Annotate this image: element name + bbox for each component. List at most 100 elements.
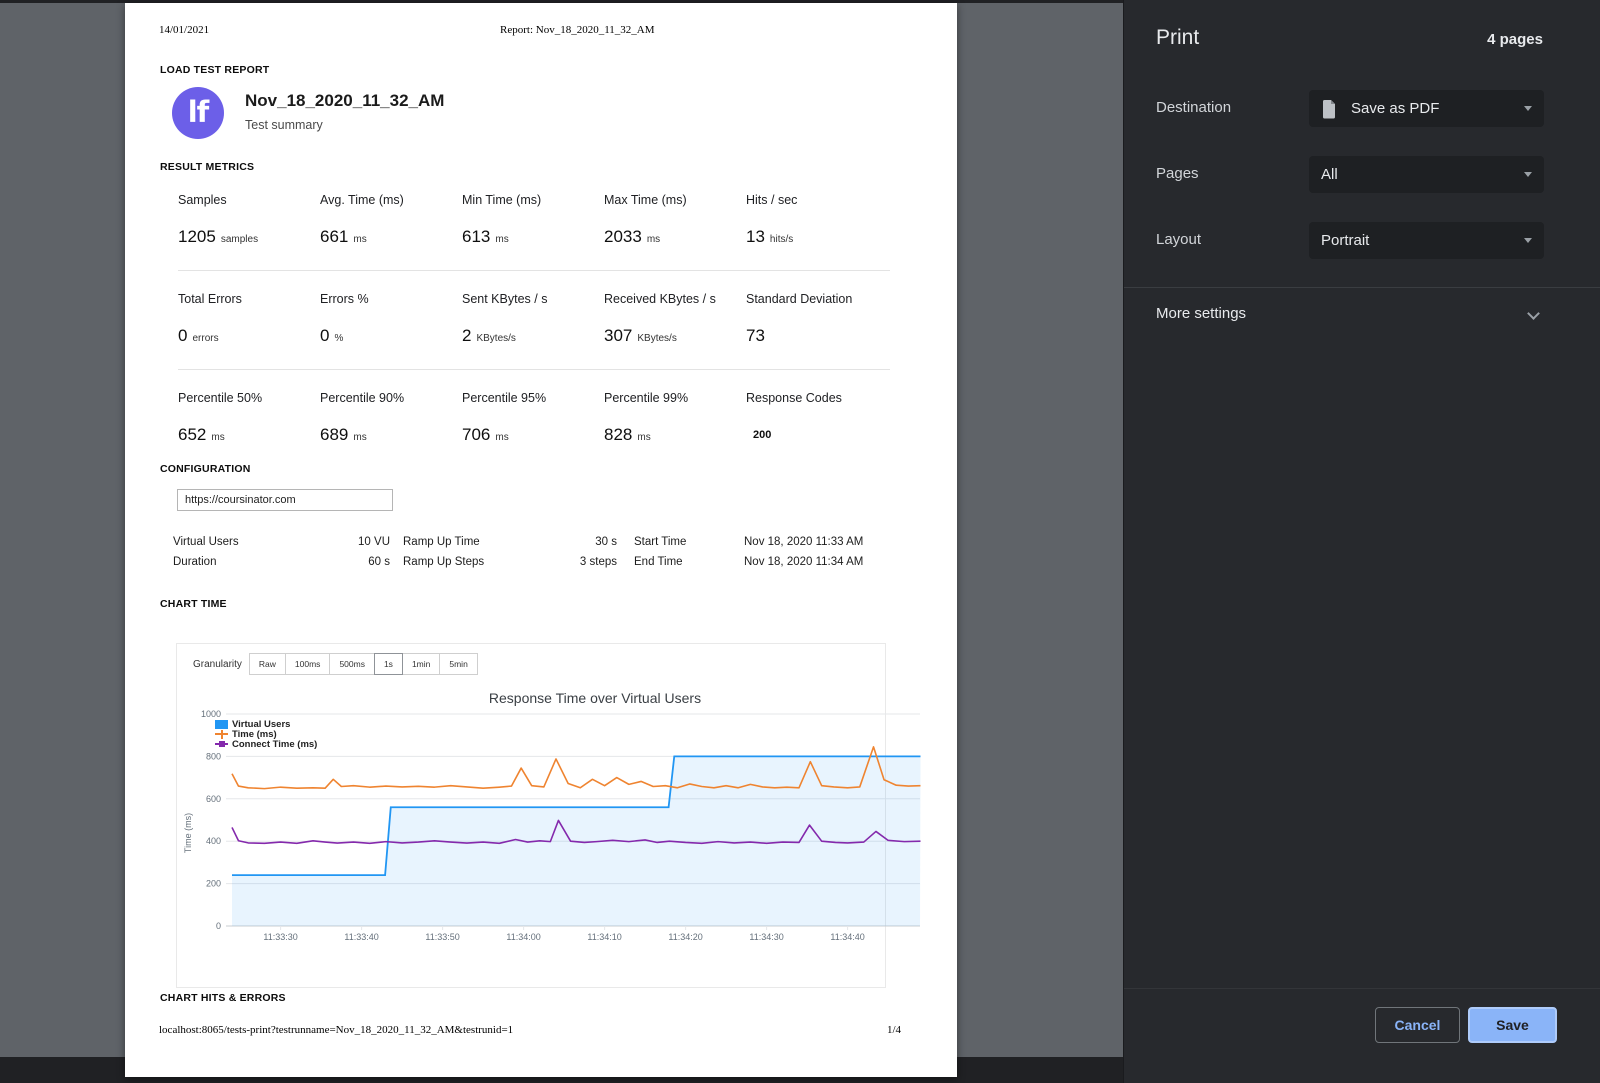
cancel-button[interactable]: Cancel xyxy=(1375,1007,1460,1043)
config-value: Nov 18, 2020 11:33 AM xyxy=(735,536,868,548)
metric-cell: Hits / sec13hits/s xyxy=(746,193,888,247)
legend-item-time: Time (ms) xyxy=(215,729,317,739)
destination-label: Destination xyxy=(1156,99,1231,116)
metric-label: Sent KBytes / s xyxy=(462,292,604,306)
svg-text:11:34:20: 11:34:20 xyxy=(668,932,702,942)
metric-label: Percentile 99% xyxy=(604,391,746,405)
granularity-100ms-button[interactable]: 100ms xyxy=(285,653,331,675)
dropdown-caret-icon xyxy=(1524,238,1532,243)
config-label: Virtual Users xyxy=(173,536,273,548)
svg-text:400: 400 xyxy=(206,836,221,846)
metric-cell: Sent KBytes / s2KBytes/s xyxy=(462,292,604,346)
metric-value: 2033 xyxy=(604,227,642,246)
report-title: Nov_18_2020_11_32_AM xyxy=(245,91,444,111)
svg-text:11:34:10: 11:34:10 xyxy=(587,932,621,942)
layout-select[interactable]: Portrait xyxy=(1309,222,1544,259)
metric-value: 613 xyxy=(462,227,490,246)
pdf-document-icon xyxy=(1321,99,1337,119)
dialog-footer: Cancel Save xyxy=(1124,988,1600,1083)
metric-value: 0 xyxy=(178,326,187,345)
metrics-row: Samples1205samplesAvg. Time (ms)661msMin… xyxy=(178,189,890,270)
granularity-button-group: Raw100ms500ms1s1min5min xyxy=(250,653,478,675)
metric-cell: Percentile 99% 828 ms xyxy=(604,391,746,445)
svg-text:1000: 1000 xyxy=(201,709,221,719)
granularity-raw-button[interactable]: Raw xyxy=(249,653,286,675)
metric-cell: Received KBytes / s307KBytes/s xyxy=(604,292,746,346)
svg-text:Time (ms): Time (ms) xyxy=(183,813,193,853)
metric-value: 307 xyxy=(604,326,632,345)
metric-label: Percentile 50% xyxy=(178,391,320,405)
svg-text:11:34:30: 11:34:30 xyxy=(749,932,783,942)
orange-cross-marker-icon xyxy=(215,730,228,739)
metric-value: 0 xyxy=(320,326,329,345)
metric-value: 689 xyxy=(320,425,348,444)
metric-label: Errors % xyxy=(320,292,462,306)
print-header-date: 14/01/2021 xyxy=(159,24,209,36)
metric-label: Response Codes xyxy=(746,391,888,405)
granularity-1s-button[interactable]: 1s xyxy=(374,653,403,675)
chart-hits-errors-heading: CHART HITS & ERRORS xyxy=(160,992,286,1004)
metric-unit: ms xyxy=(495,234,508,245)
purple-square-marker-icon xyxy=(215,740,228,749)
page-count: 4 pages xyxy=(1487,31,1543,48)
print-header-title: Report: Nov_18_2020_11_32_AM xyxy=(500,24,655,36)
print-preview-screen: 14/01/2021 Report: Nov_18_2020_11_32_AM … xyxy=(0,0,1600,1083)
config-value: 30 s xyxy=(513,536,617,548)
legend-item-virtual-users: Virtual Users xyxy=(215,719,317,729)
granularity-500ms-button[interactable]: 500ms xyxy=(329,653,375,675)
metric-label: Hits / sec xyxy=(746,193,888,207)
configuration-heading: CONFIGURATION xyxy=(160,463,250,475)
destination-value: Save as PDF xyxy=(1351,100,1524,117)
print-dialog: Print 4 pages Destination Save as PDF Pa… xyxy=(1123,0,1600,1083)
svg-text:11:33:30: 11:33:30 xyxy=(263,932,297,942)
svg-text:11:34:00: 11:34:00 xyxy=(506,932,540,942)
svg-text:11:33:50: 11:33:50 xyxy=(425,932,459,942)
svg-text:800: 800 xyxy=(206,751,221,761)
metric-unit: KBytes/s xyxy=(476,333,515,344)
svg-text:11:34:40: 11:34:40 xyxy=(830,932,864,942)
metric-cell: Min Time (ms) 613 ms xyxy=(462,193,604,247)
config-label: Ramp Up Steps xyxy=(390,556,513,568)
print-dialog-title: Print xyxy=(1156,26,1199,50)
metric-label: Percentile 90% xyxy=(320,391,462,405)
pages-value: All xyxy=(1321,166,1524,183)
target-url-input[interactable] xyxy=(177,489,393,511)
metric-unit: hits/s xyxy=(770,234,793,245)
metrics-grid: Samples1205samplesAvg. Time (ms)661msMin… xyxy=(178,189,890,468)
print-footer-url: localhost:8065/tests-print?testrunname=N… xyxy=(159,1024,513,1036)
config-value: 3 steps xyxy=(513,556,617,568)
config-label: Start Time xyxy=(617,536,735,548)
metric-unit: ms xyxy=(647,234,660,245)
metric-label: Min Time (ms) xyxy=(462,193,604,207)
pages-select[interactable]: All xyxy=(1309,156,1544,193)
result-metrics-heading: RESULT METRICS xyxy=(160,161,254,173)
destination-select[interactable]: Save as PDF xyxy=(1309,90,1544,127)
metric-label: Received KBytes / s xyxy=(604,292,746,306)
metric-cell: Standard Deviation73 xyxy=(746,292,888,346)
metric-label: Avg. Time (ms) xyxy=(320,193,462,207)
logo-text: lf xyxy=(188,95,209,129)
config-label: Ramp Up Time xyxy=(390,536,513,548)
more-settings-toggle[interactable]: More settings xyxy=(1124,296,1600,336)
pages-label: Pages xyxy=(1156,165,1199,182)
save-button[interactable]: Save xyxy=(1468,1007,1557,1043)
granularity-5min-button[interactable]: 5min xyxy=(439,653,477,675)
metric-unit: ms xyxy=(353,234,366,245)
config-value: Nov 18, 2020 11:34 AM xyxy=(735,556,868,568)
metric-label: Total Errors xyxy=(178,292,320,306)
svg-text:0: 0 xyxy=(216,921,221,931)
metric-unit: ms xyxy=(637,432,650,443)
metric-unit: samples xyxy=(221,234,258,245)
metric-unit: ms xyxy=(353,432,366,443)
granularity-row: Granularity Raw100ms500ms1s1min5min xyxy=(177,644,885,675)
granularity-1min-button[interactable]: 1min xyxy=(402,653,440,675)
metric-value: 706 xyxy=(462,425,490,444)
legend-label: Connect Time (ms) xyxy=(232,739,317,750)
configuration-table: Virtual Users 10 VU Ramp Up Time 30 s St… xyxy=(173,536,868,568)
chevron-down-icon xyxy=(1527,307,1540,320)
metric-value: 828 xyxy=(604,425,632,444)
legend-item-connect-time: Connect Time (ms) xyxy=(215,739,317,749)
metric-value: 73 xyxy=(746,326,765,345)
metric-value: 200 xyxy=(746,429,771,441)
divider xyxy=(1124,287,1600,288)
